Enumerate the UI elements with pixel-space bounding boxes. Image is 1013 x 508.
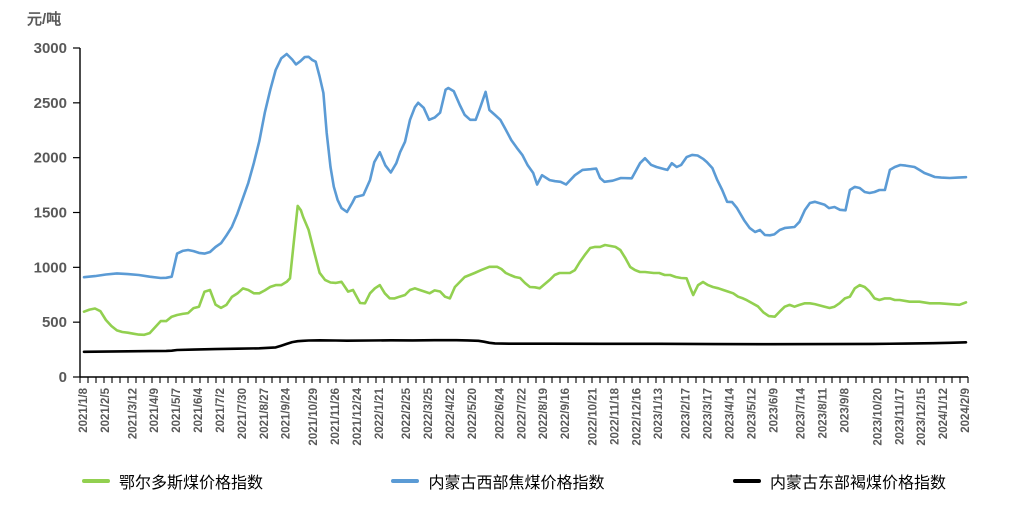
legend-label: 鄂尔多斯煤价格指数 <box>119 475 264 492</box>
x-tick-label: 2023/3/17 <box>703 388 715 439</box>
x-tick-label: 2021/12/24 <box>352 387 364 445</box>
y-tick-label: 3000 <box>34 40 67 57</box>
series-line-1 <box>82 52 968 280</box>
y-tick-label: 2000 <box>34 150 67 167</box>
legend-item-west-coking-coal: 内蒙古西部焦煤价格指数 <box>391 469 605 493</box>
legend-line-swatch-blue <box>391 479 420 483</box>
y-tick-label: 0 <box>59 369 67 386</box>
series-line-2 <box>82 338 968 354</box>
x-tick-label: 2023/5/12 <box>746 388 758 439</box>
x-tick-label: 2021/6/4 <box>193 387 205 432</box>
x-tick-label: 2024/2/9 <box>960 388 972 433</box>
legend-label: 内蒙古东部褐煤价格指数 <box>769 475 946 492</box>
x-tick-label: 2023/10/20 <box>872 388 884 446</box>
x-tick-label: 2022/7/22 <box>516 388 528 439</box>
x-tick-label: 2021/8/27 <box>259 388 271 439</box>
x-tick-label: 2024/1/12 <box>938 388 950 439</box>
x-tick-label: 2022/1/21 <box>374 387 386 439</box>
y-tick-label: 1500 <box>34 205 67 222</box>
x-tick-label: 2023/8/11 <box>818 387 830 438</box>
x-tick-label: 2021/7/2 <box>215 388 227 433</box>
x-tick-label: 2022/6/24 <box>494 387 506 439</box>
legend-line-swatch-green <box>82 479 110 483</box>
x-tick-label: 2023/1/13 <box>653 388 665 439</box>
y-tick-label: 2500 <box>34 95 67 112</box>
x-tick-label: 2022/8/19 <box>538 388 550 439</box>
x-tick-label: 2023/7/14 <box>796 387 808 439</box>
x-tick-label: 2023/6/9 <box>768 388 780 433</box>
series-line-0 <box>82 204 968 337</box>
x-tick-label: 2022/9/16 <box>560 388 572 439</box>
legend-line-swatch-black <box>732 479 761 483</box>
x-tick-label: 2023/9/8 <box>839 387 851 432</box>
x-tick-label: 2022/11/18 <box>609 387 621 445</box>
x-tick-label: 2023/11/17 <box>894 388 906 445</box>
x-tick-label: 2022/4/22 <box>445 388 457 439</box>
legend: 鄂尔多斯煤价格指数 内蒙古西部焦煤价格指数 内蒙古东部褐煤价格指数 <box>82 469 946 493</box>
x-tick-label: 2021/2/5 <box>100 387 112 432</box>
x-tick-label: 2023/4/14 <box>724 387 736 439</box>
x-tick-label: 2021/7/30 <box>237 388 249 439</box>
x-tick-label: 2021/4/9 <box>149 388 161 433</box>
x-tick-label: 2021/11/26 <box>330 388 342 445</box>
x-tick-label: 2022/2/25 <box>401 387 413 439</box>
x-tick-label: 2023/2/17 <box>681 388 693 439</box>
y-axis-title: 元/吨 <box>27 11 62 28</box>
x-tick-label: 2021/3/12 <box>127 388 139 439</box>
x-tick-label: 2021/1/8 <box>78 387 90 432</box>
x-tick-label: 2021/9/24 <box>281 387 293 439</box>
x-tick-label: 2022/5/20 <box>467 388 479 439</box>
legend-label: 内蒙古西部焦煤价格指数 <box>428 475 605 492</box>
legend-item-east-lignite: 内蒙古东部褐煤价格指数 <box>732 469 946 493</box>
y-tick-label: 1000 <box>34 259 67 276</box>
x-tick-label: 2021/10/29 <box>308 388 320 446</box>
y-tick-label: 500 <box>42 314 67 331</box>
x-tick-label: 2022/10/21 <box>587 387 599 445</box>
x-tick-label: 2021/5/7 <box>171 388 183 433</box>
x-tick-label: 2022/12/16 <box>631 388 643 446</box>
x-tick-label: 2022/3/25 <box>423 387 435 439</box>
legend-item-ordos: 鄂尔多斯煤价格指数 <box>82 469 263 493</box>
x-tick-label: 2023/12/15 <box>916 387 928 445</box>
